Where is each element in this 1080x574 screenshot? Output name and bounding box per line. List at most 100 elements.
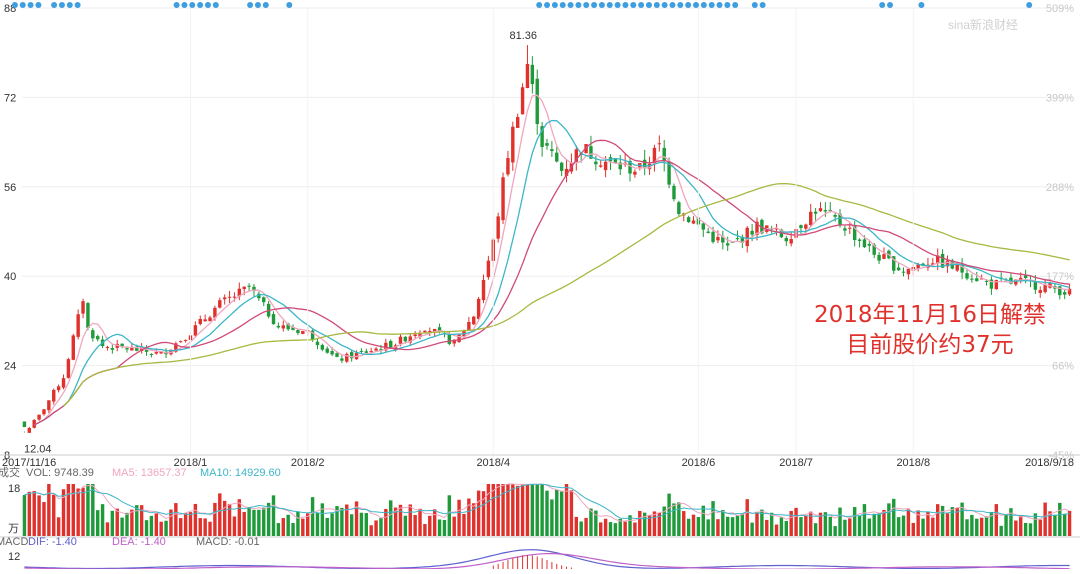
candle-body bbox=[535, 78, 539, 125]
volume-bar bbox=[296, 511, 300, 536]
volume-bar bbox=[315, 512, 320, 536]
candle-body bbox=[1033, 281, 1038, 290]
macd-legend-prefix: MACD bbox=[0, 536, 28, 548]
volume-bar bbox=[682, 511, 686, 536]
signal-dot bbox=[606, 2, 613, 8]
candle-body bbox=[37, 414, 41, 420]
volume-bar bbox=[823, 512, 828, 536]
candle-body bbox=[857, 239, 862, 241]
candle-body bbox=[130, 347, 134, 351]
candle-body bbox=[218, 300, 222, 308]
watermark: sina新浪财经 bbox=[948, 18, 1019, 32]
candle-body bbox=[594, 161, 598, 165]
volume-bar bbox=[91, 484, 95, 536]
candle-body bbox=[276, 325, 281, 328]
volume-bar bbox=[535, 484, 539, 536]
volume-bar bbox=[100, 504, 105, 536]
signal-dot bbox=[212, 2, 219, 8]
candle-body bbox=[901, 271, 906, 273]
volume-bar bbox=[872, 513, 876, 536]
volume-bar bbox=[330, 513, 334, 536]
volume-bar bbox=[271, 495, 276, 536]
candle-body bbox=[183, 339, 188, 341]
candle-body bbox=[135, 346, 139, 351]
volume-bar bbox=[520, 484, 525, 536]
volume-bar bbox=[105, 522, 110, 536]
ma10-line bbox=[33, 119, 1070, 426]
candle-body bbox=[970, 278, 974, 280]
volume-bar bbox=[931, 517, 935, 536]
candle-body bbox=[227, 296, 232, 298]
volume-bar bbox=[22, 494, 27, 536]
signal-dot bbox=[661, 2, 668, 8]
volume-bar bbox=[892, 498, 896, 536]
volume-bar bbox=[667, 493, 671, 536]
volume-bar bbox=[515, 485, 520, 536]
volume-bar bbox=[164, 520, 168, 536]
x-tick-label: 2018/4 bbox=[476, 457, 510, 469]
volume-bar bbox=[491, 484, 495, 536]
volume-bar bbox=[467, 498, 471, 536]
candle-body bbox=[555, 152, 559, 162]
volume-bar bbox=[86, 484, 90, 536]
candle-body bbox=[154, 352, 159, 354]
volume-bar bbox=[804, 515, 808, 536]
candle-body bbox=[774, 228, 779, 230]
volume-bar bbox=[745, 499, 749, 536]
y-right-tick-label: 509% bbox=[1046, 3, 1074, 15]
volume-bar bbox=[559, 491, 564, 536]
signal-dot bbox=[559, 2, 566, 8]
signal-dot bbox=[887, 2, 894, 8]
volume-bar bbox=[511, 484, 515, 536]
volume-tick-unit: 万 bbox=[8, 523, 19, 535]
volume-bar bbox=[154, 513, 159, 536]
volume-bar bbox=[979, 517, 984, 536]
signal-dot bbox=[638, 2, 645, 8]
volume-bar bbox=[198, 518, 202, 536]
volume-bar bbox=[276, 523, 281, 536]
candle-body bbox=[379, 349, 383, 351]
volume-bar bbox=[911, 522, 915, 536]
candle-body bbox=[476, 298, 481, 320]
volume-bar bbox=[262, 507, 266, 536]
volume-bar bbox=[291, 523, 295, 536]
volume-bar bbox=[994, 504, 999, 536]
volume-bar bbox=[603, 518, 608, 536]
volume-bar bbox=[970, 514, 974, 536]
y-tick-label: 40 bbox=[4, 271, 16, 283]
volume-bar bbox=[447, 495, 452, 536]
x-tick-label: 2018/2 bbox=[291, 457, 325, 469]
candle-body bbox=[139, 347, 144, 352]
annotation-line-1: 2018年11月16日解禁 bbox=[813, 302, 1047, 328]
macd-dea-line bbox=[24, 553, 1070, 570]
candle-body bbox=[843, 228, 847, 231]
volume-bar bbox=[1058, 502, 1062, 536]
x-tick-label: 2018/1 bbox=[174, 457, 208, 469]
signal-dot bbox=[653, 2, 660, 8]
volume-bar bbox=[32, 491, 36, 536]
volume-bar bbox=[442, 519, 447, 536]
signal-dot bbox=[575, 2, 582, 8]
volume-bar bbox=[1048, 511, 1052, 536]
y-tick-label: 56 bbox=[4, 182, 16, 194]
volume-bar bbox=[774, 524, 779, 536]
volume-bar bbox=[960, 502, 964, 536]
volume-bar bbox=[642, 512, 647, 536]
candle-body bbox=[716, 237, 720, 241]
volume-bar bbox=[686, 518, 691, 536]
signal-dot bbox=[247, 2, 254, 8]
volume-bar bbox=[52, 494, 56, 536]
candle-body bbox=[330, 351, 334, 355]
signal-dot bbox=[716, 2, 723, 8]
candle-body bbox=[61, 378, 66, 388]
candle-body bbox=[310, 330, 315, 340]
candle-body bbox=[677, 202, 681, 214]
candle-body bbox=[301, 331, 305, 334]
volume-bar bbox=[569, 490, 574, 536]
candle-body bbox=[393, 345, 398, 350]
candle-body bbox=[574, 149, 579, 162]
volume-bar bbox=[599, 522, 603, 536]
candle-body bbox=[408, 336, 412, 343]
candle-body bbox=[159, 352, 163, 354]
